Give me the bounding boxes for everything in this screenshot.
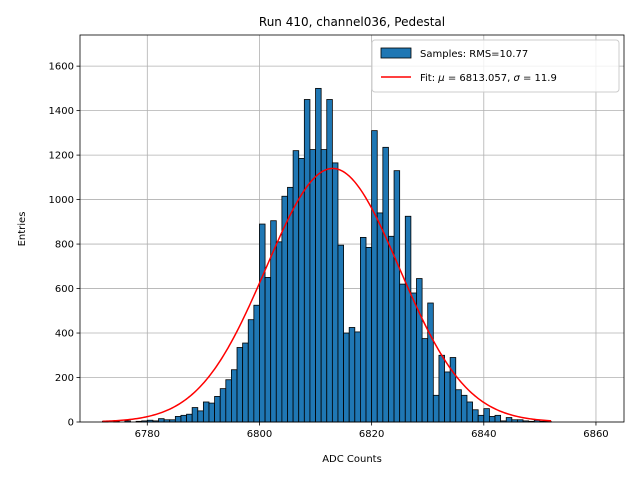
legend-fit-sigma-text: = 11.9 [520,73,557,84]
histogram-bar [315,87,322,423]
histogram-bar [253,304,260,423]
legend: Samples: RMS=10.77 Fit: μ = 6813.057, σ … [371,39,620,93]
histogram-bar [214,396,221,423]
histogram-bar [489,416,496,423]
x-tick-label: 6820 [359,429,384,440]
histogram-bar [388,235,395,423]
histogram-bar [186,413,193,423]
legend-fit-prefix: Fit: [420,73,438,84]
x-tick-label: 6800 [247,429,272,440]
histogram-bar [247,319,255,423]
x-tick-label: 6780 [135,429,160,440]
legend-hist-swatch [380,47,412,59]
histogram-bar [174,416,182,423]
histogram-bar [466,401,473,423]
histogram-bar [259,223,266,423]
histogram-bar [505,417,513,423]
fit-curve [102,167,552,423]
y-tick-label: 800 [55,240,74,251]
histogram-bar [326,99,333,423]
histogram-bar [432,394,440,423]
histogram-bar [449,357,457,423]
histogram-bar [421,338,429,423]
x-axis-label: ADC Counts [322,454,382,465]
histogram-bar [231,369,238,423]
axis-ticks: 6780 6800 6820 6840 6860 0 200 400 600 800 1000 120… [49,62,609,440]
histogram-bar [477,414,485,423]
histogram-bar [348,327,356,423]
histogram-bar [444,371,451,423]
histogram-bars [102,87,552,423]
y-tick-label: 400 [55,329,74,340]
legend-fit-label: Fit: μ = 6813.057, σ = 11.9 [420,73,557,84]
histogram-bar [197,410,204,423]
legend-fit-sigma-symbol: σ [513,73,520,84]
histogram-bar [158,418,165,423]
histogram-bar [376,212,384,423]
histogram-bar [455,389,462,423]
histogram-bar [275,241,283,423]
histogram-bar [410,292,417,423]
legend-hist-label: Samples: RMS=10.77 [420,49,528,60]
histogram-bar [202,401,210,423]
histogram-bar [191,407,199,423]
y-axis-label: Entries [17,212,28,247]
x-tick-label: 6840 [471,429,496,440]
histogram-bar [208,402,215,423]
y-tick-label: 1200 [49,151,74,162]
y-tick-label: 200 [55,373,74,384]
histogram-bar [460,394,468,423]
histogram-bar [472,409,479,423]
legend-box [371,39,620,93]
histogram-bar [416,278,423,423]
histogram-bar [292,150,300,423]
histogram-bar [236,347,244,423]
histogram-bar [371,130,378,423]
histogram-bar [427,302,434,423]
legend-fit-mu-text: = 6813.057, [445,73,514,84]
histogram-bar [219,388,227,423]
histogram-bar [360,236,367,423]
histogram-bar [303,99,311,423]
histogram-bar [393,170,401,423]
histogram-bar [399,283,406,423]
y-tick-label: 1000 [49,195,74,206]
plot-frame [79,34,625,423]
histogram-bar [225,379,232,423]
histogram-bar [180,414,187,423]
x-tick-label: 6860 [583,429,608,440]
histogram-bar [494,414,502,423]
histogram-bar [382,146,389,423]
histogram-bar [483,408,490,423]
histogram-bar [309,149,316,423]
histogram-bar [287,186,294,423]
histogram-bar [343,332,350,423]
y-tick-label: 1400 [49,106,74,117]
histogram-bar [242,342,249,423]
y-tick-label: 0 [68,418,74,429]
histogram-bar [320,149,328,423]
histogram-bar [438,354,445,423]
histogram-bar [264,277,272,423]
chart-title: Run 410, channel036, Pedestal [259,15,445,29]
histogram-bar [365,247,373,423]
histogram-bar [331,162,339,423]
legend-fit-mu-symbol: μ [437,73,444,84]
histogram-bar [354,331,361,423]
histogram-bar [404,215,412,423]
y-tick-label: 1600 [49,62,74,73]
y-tick-label: 600 [55,284,74,295]
histogram-bar [337,244,344,423]
